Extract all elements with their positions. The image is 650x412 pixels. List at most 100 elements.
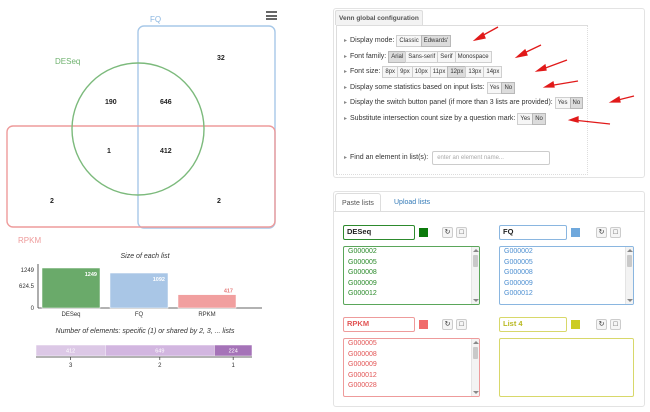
list-1-color-swatch[interactable]	[419, 228, 428, 237]
venn-count-deseq-rpkm[interactable]: 1	[107, 148, 111, 155]
switch-panel-row: ▸ Display the switch button panel (if mo…	[344, 97, 584, 109]
list-4-name-input[interactable]: List 4	[499, 317, 567, 332]
substitute-no[interactable]: No	[532, 113, 546, 125]
refresh-icon[interactable]: ↻	[442, 319, 453, 330]
venn-count-rpkm-only[interactable]: 2	[50, 198, 54, 205]
venn-set-fq-shape	[137, 25, 276, 229]
chevron-right-icon: ▸	[344, 69, 348, 75]
y-tick-label-top: 1249	[21, 268, 35, 274]
refresh-icon[interactable]: ↻	[596, 227, 607, 238]
list-item: G000002	[504, 248, 533, 255]
elements-chart: Number of elements: specific (1) or shar…	[35, 328, 253, 369]
venn-diagram: FQ DESeq RPKM 32 190 646 1 412 2 2	[6, 15, 276, 245]
substitute-row: ▸ Substitute intersection count size by …	[344, 113, 546, 125]
font-family-monospace[interactable]: Monospace	[454, 51, 492, 63]
config-body	[336, 25, 588, 175]
bar-value-label: 1092	[153, 277, 165, 283]
display-mode-row: ▸ Display mode: Classic Edwards'	[344, 35, 452, 47]
menu-icon[interactable]	[266, 11, 277, 20]
font-size-12[interactable]: 12px	[447, 66, 467, 78]
list-item: G000012	[348, 371, 377, 379]
display-mode-edwards[interactable]: Edwards'	[420, 35, 452, 47]
font-size-9[interactable]: 9px	[397, 66, 413, 78]
list-item: G000009	[504, 279, 533, 287]
venn-count-deseq-fq[interactable]: 646	[160, 99, 172, 106]
list-item: G000012	[348, 290, 377, 297]
list-1-name-input[interactable]: DESeq	[343, 225, 415, 240]
list-2-textarea[interactable]: G000002 G000005 G000008 G000009 G000012	[499, 246, 634, 305]
list-4-color-swatch[interactable]	[571, 320, 580, 329]
config-tab-title[interactable]: Venn global configuration	[335, 10, 423, 25]
elements-segment[interactable]	[214, 344, 253, 357]
substitute-yes[interactable]: Yes	[517, 113, 534, 125]
bar-rpkm[interactable]	[177, 294, 237, 309]
list-item: G000005	[348, 258, 377, 266]
list-2-color-swatch[interactable]	[571, 228, 580, 237]
venn-set-deseq-shape	[71, 62, 205, 196]
x-tick-label: RPKM	[198, 312, 215, 318]
venn-set-deseq-label: DESeq	[55, 57, 80, 66]
font-size-10[interactable]: 10px	[411, 66, 431, 78]
bar-value-label: 1249	[85, 272, 97, 278]
statistics-no[interactable]: No	[501, 82, 516, 94]
switch-panel-label: Display the switch button panel (if more…	[350, 99, 553, 106]
statistics-yes[interactable]: Yes	[486, 82, 503, 94]
font-size-11[interactable]: 11px	[429, 66, 449, 78]
trash-icon[interactable]: □	[456, 319, 467, 330]
list-3-color-swatch[interactable]	[419, 320, 428, 329]
find-element-input[interactable]: enter an element name...	[432, 151, 551, 165]
size-bar-chart: Size of each list 1249 624.5 0 1249 DESeq…	[19, 253, 262, 318]
statistics-label: Display some statistics based on input l…	[350, 84, 485, 91]
venn-set-rpkm-shape	[6, 125, 276, 228]
list-4-textarea[interactable]	[499, 338, 634, 397]
switch-panel-no[interactable]: No	[569, 97, 584, 109]
refresh-icon[interactable]: ↻	[596, 319, 607, 330]
statistics-row: ▸ Display some statistics based on input…	[344, 82, 516, 94]
list-item: G000028	[348, 382, 377, 389]
font-family-label: Font family:	[350, 53, 387, 60]
scrollbar[interactable]	[625, 247, 633, 304]
list-item: G000009	[348, 361, 377, 368]
tab-divider	[334, 211, 644, 212]
list-item: G000012	[504, 290, 533, 297]
trash-icon[interactable]: □	[610, 227, 621, 238]
list-1-textarea[interactable]: G000002 G000005 G000008 G000009 G000012	[343, 246, 480, 305]
list-3-textarea[interactable]: G000005 G000008 G000009 G000012 G000028	[343, 338, 480, 397]
chevron-right-icon: ▸	[344, 100, 348, 106]
tab-upload-lists[interactable]: Upload lists	[394, 199, 431, 206]
font-size-14[interactable]: 14px	[483, 66, 503, 78]
font-size-row: ▸ Font size: 8px 9px 10px 11px 12px 13px…	[344, 66, 503, 78]
elements-axis-label: 3	[69, 363, 73, 369]
bar-value-label: 417	[224, 289, 233, 295]
venn-count-all-three[interactable]: 412	[160, 148, 172, 155]
trash-icon[interactable]: □	[456, 227, 467, 238]
find-label: Find an element in list(s):	[350, 154, 429, 161]
bar-fq[interactable]	[109, 272, 169, 309]
refresh-icon[interactable]: ↻	[442, 227, 453, 238]
scrollbar[interactable]	[471, 247, 479, 304]
list-2-name-input[interactable]: FQ	[499, 225, 567, 240]
font-family-serif[interactable]: Serif	[437, 51, 456, 63]
x-tick-label: FQ	[135, 312, 144, 318]
size-chart-title: Size of each list	[120, 253, 170, 260]
display-mode-classic[interactable]: Classic	[396, 35, 422, 47]
font-size-13[interactable]: 13px	[465, 66, 485, 78]
list-3-name-input[interactable]: RPKM	[343, 317, 415, 332]
trash-icon[interactable]: □	[610, 319, 621, 330]
elements-segment-label: 412	[66, 349, 75, 355]
venn-set-fq-label: FQ	[150, 15, 161, 24]
font-size-8[interactable]: 8px	[382, 66, 399, 78]
bar-deseq[interactable]	[41, 267, 101, 309]
tab-paste-lists[interactable]: Paste lists	[335, 193, 381, 212]
font-family-arial[interactable]: Arial	[388, 51, 407, 63]
list-item: G000008	[348, 269, 377, 276]
list-item: G000005	[348, 340, 377, 347]
font-family-sans-serif[interactable]: Sans-serif	[405, 51, 439, 63]
venn-count-deseq-only[interactable]: 190	[105, 99, 117, 106]
venn-count-fq-only[interactable]: 32	[217, 55, 225, 62]
x-tick-label: DESeq	[61, 312, 80, 318]
venn-count-fq-rpkm[interactable]: 2	[217, 198, 221, 205]
switch-panel-yes[interactable]: Yes	[554, 97, 571, 109]
list-item: G000008	[348, 350, 377, 358]
scrollbar[interactable]	[471, 339, 479, 396]
